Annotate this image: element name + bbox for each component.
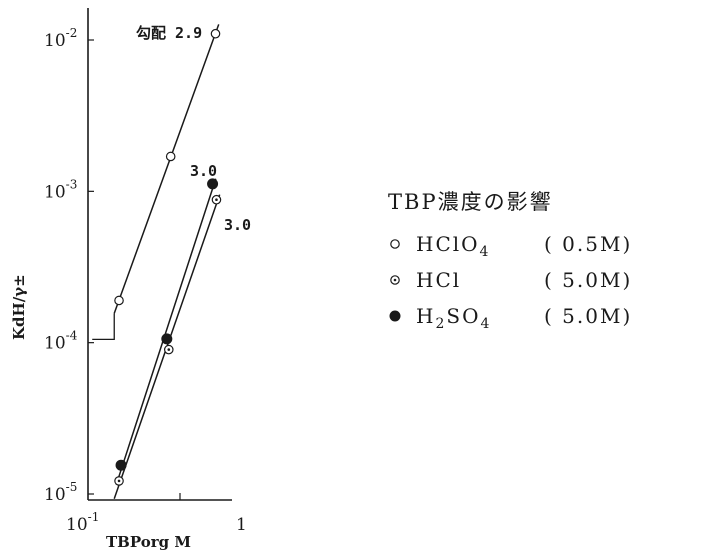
fit-line-step <box>92 313 115 341</box>
y-axis-label: KdH/γ± <box>10 274 28 340</box>
fit-line-HClO4 <box>113 24 220 314</box>
legend-marker-symbol <box>390 239 400 249</box>
formula-text: H <box>416 304 436 328</box>
legend-item: H2SO4( 5.0M) <box>388 304 708 340</box>
formula-text: SO <box>446 304 481 328</box>
slope-label-H2SO4: 3.0 <box>224 216 251 234</box>
legend-marker-shape-dot <box>393 278 397 282</box>
y-tick-exponent: -3 <box>66 177 78 191</box>
data-point-H2SO4 <box>115 459 127 471</box>
chart-title: TBP濃度の影響 <box>388 190 553 214</box>
x-tick-label: 1 <box>236 515 247 535</box>
data-points <box>114 28 222 486</box>
data-point-HCl-dot <box>117 479 121 483</box>
y-tick-exponent: -2 <box>66 26 78 40</box>
data-point-HClO4 <box>114 295 124 306</box>
legend-marker-shape <box>390 275 400 285</box>
fit-line-H2SO4 <box>115 178 217 485</box>
legend-item: HCl ( 5.0M) <box>388 268 708 304</box>
legend-marker-dotted-circle <box>318 273 416 287</box>
legend-series-name: H2SO4 <box>416 304 544 332</box>
data-point-HCl-dot <box>167 348 171 351</box>
data-point-H2SO4 <box>207 178 219 190</box>
x-axis-label: TBPorg M <box>106 533 191 551</box>
slope-label-HCl: 3.0 <box>190 162 217 180</box>
legend-marker-symbol <box>390 275 400 285</box>
axes: 10-2 10-3 10-4 10-5 10-1 1 KdH/γ± TBPorg M <box>10 8 247 551</box>
formula-subscript: 4 <box>480 316 492 332</box>
y-tick-label: 10-3 <box>44 177 77 202</box>
annotations: 勾配 2.9 3.0 3.0 <box>136 24 251 234</box>
legend-concentration: ( 0.5M) <box>544 232 633 256</box>
slope-label-HClO4: 勾配 2.9 <box>136 24 202 42</box>
y-tick-label: 10-4 <box>44 329 78 354</box>
legend-marker-symbol <box>389 310 401 322</box>
legend-concentration: ( 5.0M) <box>544 268 633 292</box>
legend-series-name: HClO4 <box>416 232 544 260</box>
data-point-HClO4 <box>210 28 221 39</box>
data-point-HCl <box>114 476 124 486</box>
fit-lines <box>92 24 221 499</box>
legend-marker-filled-circle <box>318 309 416 323</box>
legend-marker-shape <box>390 239 400 249</box>
legend-marker-shape <box>389 310 401 322</box>
data-point-HCl <box>163 344 174 355</box>
legend-marker-open-circle <box>318 237 416 251</box>
y-tick-label: 10-2 <box>44 26 77 51</box>
data-point-HCl <box>211 194 222 205</box>
y-tick-exponent: -4 <box>66 329 78 343</box>
legend-item: HClO4( 0.5M) <box>388 232 708 268</box>
formula-subscript: 2 <box>435 316 447 332</box>
x-tick-label: 10-1 <box>66 510 99 535</box>
y-tick-exponent: -5 <box>66 480 78 494</box>
legend-concentration: ( 5.0M) <box>544 304 633 328</box>
formula-subscript: 4 <box>479 244 491 260</box>
formula-text: HClO <box>416 232 480 256</box>
legend-series-name: HCl <box>416 268 544 292</box>
legend: TBP濃度の影響 HClO4( 0.5M) HCl( 5.0M) H2SO4( 5.… <box>388 186 708 340</box>
formula-text: HCl <box>416 268 462 292</box>
data-point-HCl-dot <box>215 198 218 202</box>
x-tick-exponent: -1 <box>88 510 100 524</box>
y-tick-label: 10-5 <box>44 480 77 505</box>
data-point-H2SO4 <box>161 333 173 345</box>
data-point-HClO4 <box>165 151 176 162</box>
